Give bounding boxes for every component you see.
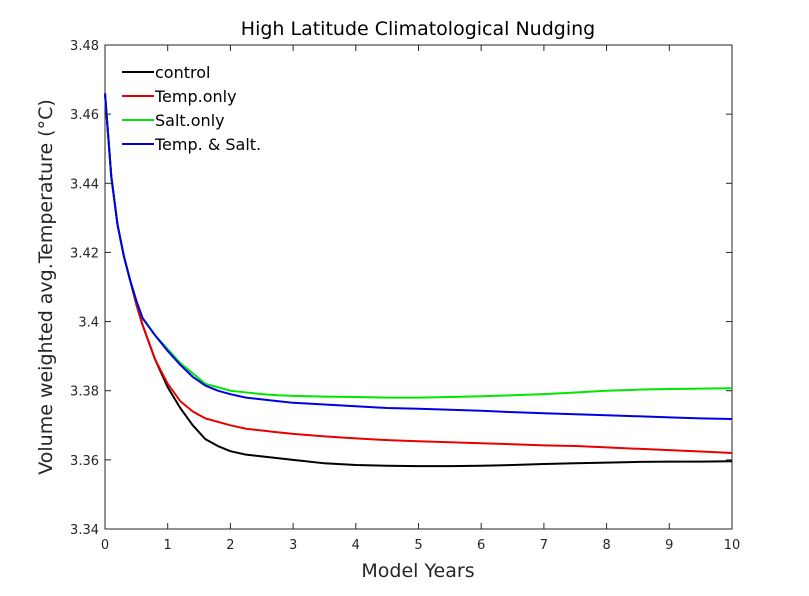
y-tick-label: 3.42 — [70, 246, 99, 261]
y-tick-label: 3.46 — [70, 108, 99, 123]
x-tick-label: 9 — [665, 538, 673, 553]
x-tick-label: 8 — [602, 538, 610, 553]
legend-label-1: Temp.only — [154, 87, 237, 106]
legend-label-3: Temp. & Salt. — [154, 135, 261, 154]
y-tick-label: 3.34 — [70, 523, 99, 538]
series-line-1 — [104, 93, 733, 454]
legend-label-0: control — [155, 63, 210, 82]
x-tick-label: 6 — [477, 538, 485, 553]
x-tick-label: 2 — [226, 538, 234, 553]
chart-title: High Latitude Climatological Nudging — [241, 18, 595, 40]
x-tick-label: 5 — [414, 538, 422, 553]
x-tick-label: 3 — [289, 538, 297, 553]
legend-label-2: Salt.only — [155, 111, 225, 130]
x-tick-label: 0 — [101, 538, 109, 553]
x-tick-label: 1 — [164, 538, 172, 553]
series-line-3 — [104, 93, 733, 421]
y-tick-label: 3.38 — [70, 385, 99, 400]
y-tick-label: 3.4 — [78, 316, 99, 331]
series-layer — [104, 93, 733, 468]
legend: control Temp.only Salt.only Temp. & Salt. — [122, 63, 261, 154]
x-tick-label: 4 — [352, 538, 360, 553]
axis-layer: 0 1 2 3 4 5 6 7 8 9 10 3.34 3.36 3.38 3.4 3.42 3.44 3.46 3… — [70, 39, 740, 553]
x-tick-label: 7 — [540, 538, 548, 553]
y-tick-label: 3.48 — [70, 39, 99, 54]
y-tick-label: 3.36 — [70, 454, 99, 469]
x-axis-label: Model Years — [361, 560, 474, 582]
y-axis-label: Volume weighted avg.Temperature (°C) — [35, 99, 57, 475]
x-tick-label: 10 — [724, 538, 741, 553]
y-tick-label: 3.44 — [70, 177, 99, 192]
